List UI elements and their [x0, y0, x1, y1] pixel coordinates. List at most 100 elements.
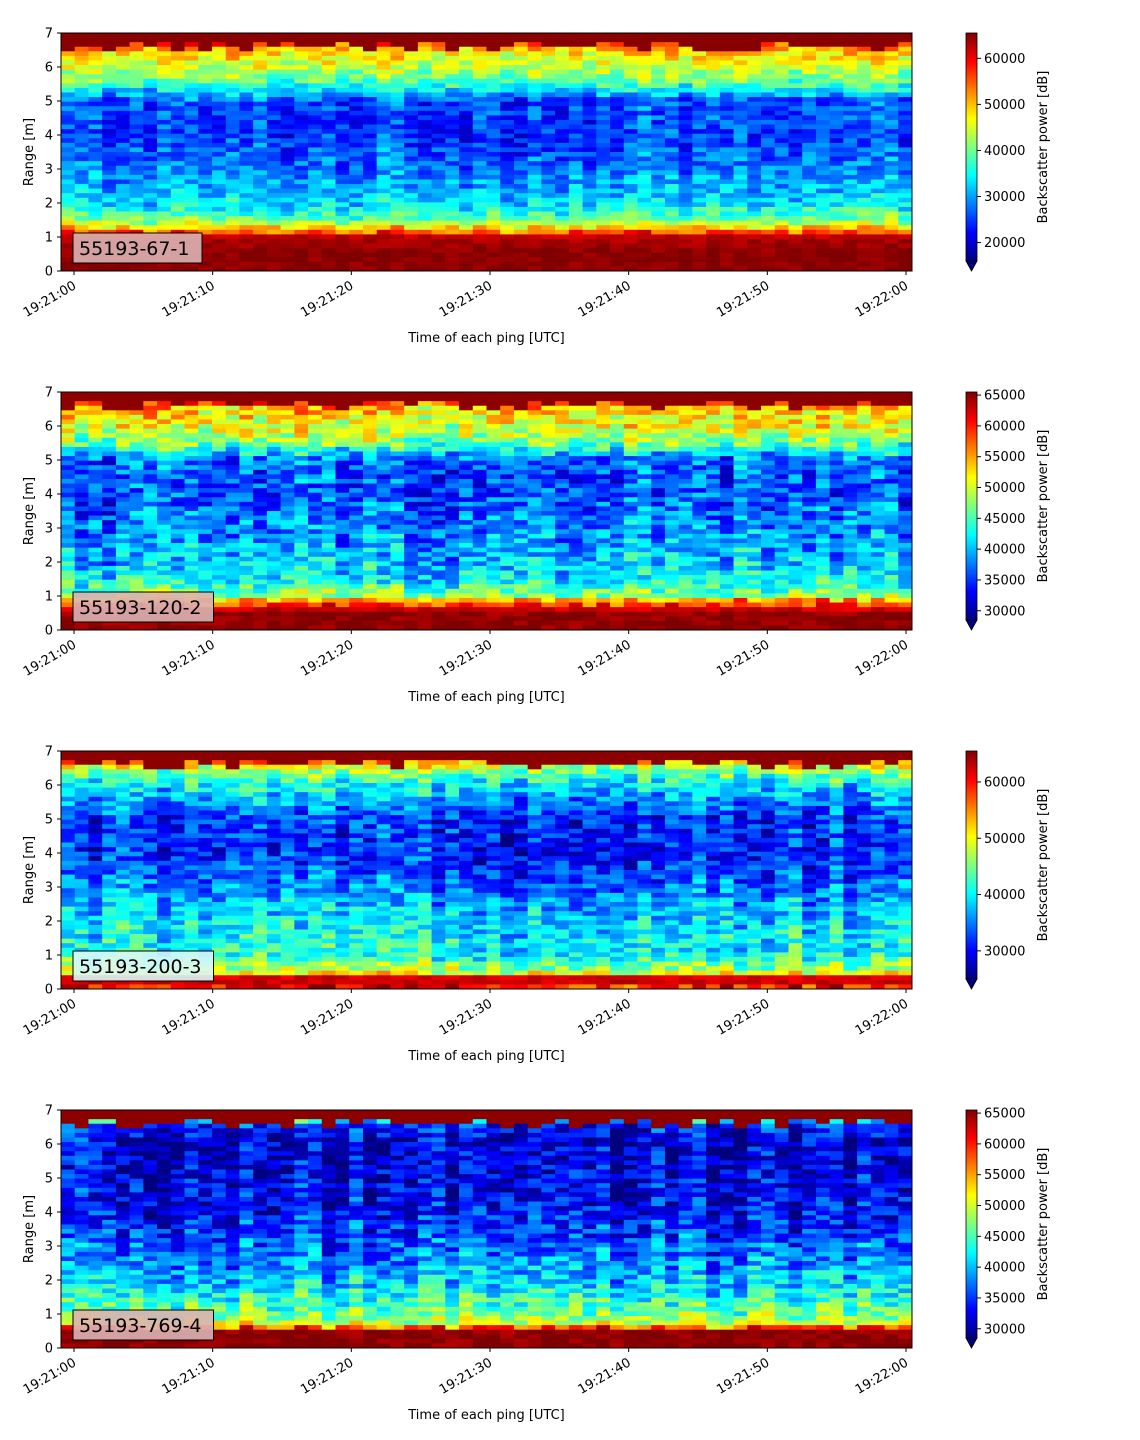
- y-tick-label: 6: [45, 61, 53, 76]
- colorbar-tick-label: 60000: [984, 775, 1025, 790]
- y-tick-label: 5: [45, 95, 53, 110]
- colorbar: 3000035000400004500050000550006000065000…: [966, 1107, 1051, 1348]
- colorbar-tick-label: 30000: [984, 944, 1025, 959]
- y-tick-label: 0: [45, 624, 53, 639]
- colorbar-tick-label: 40000: [984, 1261, 1025, 1276]
- instrument-label-text: 55193-769-4: [79, 1315, 202, 1337]
- colorbar-tick-label: 50000: [984, 832, 1025, 847]
- x-tick-label: 19:21:50: [714, 637, 772, 679]
- instrument-label: 55193-200-3: [73, 951, 214, 981]
- x-tick-label: 19:21:40: [576, 1355, 634, 1397]
- colorbar-extend-arrow: [966, 1338, 977, 1348]
- y-tick-label: 4: [45, 847, 53, 862]
- y-tick-label: 7: [45, 27, 53, 42]
- x-tick-label: 19:21:40: [576, 996, 634, 1038]
- colorbar-tick-label: 45000: [984, 1230, 1025, 1245]
- x-tick-label: 19:21:10: [160, 278, 218, 320]
- x-axis-label: Time of each ping [UTC]: [407, 690, 565, 705]
- y-tick-label: 5: [45, 454, 53, 469]
- colorbar-tick-label: 60000: [984, 419, 1025, 434]
- instrument-label: 55193-67-1: [73, 233, 202, 263]
- y-tick-label: 7: [45, 745, 53, 760]
- instrument-label: 55193-120-2: [73, 592, 214, 622]
- x-tick-label: 19:22:00: [853, 278, 911, 320]
- y-tick-label: 0: [45, 1342, 53, 1357]
- colorbar-gradient: [966, 751, 977, 979]
- colorbar-gradient: [966, 33, 977, 261]
- y-tick-label: 0: [45, 983, 53, 998]
- x-tick-label: 19:21:30: [437, 996, 495, 1038]
- instrument-label-text: 55193-200-3: [79, 956, 202, 978]
- colorbar-tick-label: 30000: [984, 190, 1025, 205]
- y-axis: 0 1 2 3 4 5 6 7: [45, 745, 61, 998]
- colorbar-tick-label: 60000: [984, 52, 1025, 67]
- x-tick-label: 19:21:20: [298, 637, 356, 679]
- x-tick-label: 19:21:30: [437, 1355, 495, 1397]
- colorbar-tick-label: 55000: [984, 1168, 1025, 1183]
- x-axis: 19:21:00 19:21:10 19:21:20 19:21:30 19:21:40…: [21, 271, 911, 321]
- y-tick-label: 2: [45, 1274, 53, 1289]
- y-tick-label: 3: [45, 522, 53, 537]
- colorbar-tick-label: 50000: [984, 98, 1025, 113]
- x-tick-label: 19:21:10: [160, 996, 218, 1038]
- x-tick-label: 19:21:30: [437, 637, 495, 679]
- x-tick-label: 19:22:00: [853, 996, 911, 1038]
- colorbar-tick-label: 60000: [984, 1137, 1025, 1152]
- y-tick-label: 2: [45, 556, 53, 571]
- y-tick-label: 2: [45, 915, 53, 930]
- colorbar: 3000035000400004500050000550006000065000…: [966, 389, 1051, 630]
- y-tick-label: 1: [45, 949, 53, 964]
- x-tick-label: 19:22:00: [853, 1355, 911, 1397]
- x-tick-label: 19:21:10: [160, 637, 218, 679]
- colorbar-label: Backscatter power [dB]: [1036, 1148, 1051, 1301]
- colorbar-extend-arrow: [966, 979, 977, 989]
- colorbar-tick-label: 20000: [984, 236, 1025, 251]
- colorbar-tick-label: 40000: [984, 888, 1025, 903]
- y-tick-label: 6: [45, 420, 53, 435]
- x-tick-label: 19:21:00: [21, 1355, 79, 1397]
- y-tick-label: 2: [45, 197, 53, 212]
- x-tick-label: 19:21:40: [576, 278, 634, 320]
- y-tick-label: 0: [45, 265, 53, 280]
- instrument-label-text: 55193-120-2: [79, 597, 202, 619]
- y-tick-label: 4: [45, 1206, 53, 1221]
- colorbar-tick-label: 55000: [984, 450, 1025, 465]
- x-tick-label: 19:21:00: [21, 278, 79, 320]
- y-tick-label: 1: [45, 590, 53, 605]
- x-tick-label: 19:21:20: [298, 278, 356, 320]
- instrument-label: 55193-769-4: [73, 1310, 214, 1340]
- colorbar-tick-label: 35000: [984, 1291, 1025, 1306]
- x-axis-label: Time of each ping [UTC]: [407, 1049, 565, 1064]
- x-tick-label: 19:21:40: [576, 637, 634, 679]
- y-tick-label: 1: [45, 1308, 53, 1323]
- y-tick-label: 4: [45, 129, 53, 144]
- colorbar-tick-label: 65000: [984, 1107, 1025, 1122]
- colorbar-tick-label: 50000: [984, 1199, 1025, 1214]
- y-tick-label: 6: [45, 779, 53, 794]
- colorbar-tick-label: 45000: [984, 512, 1025, 527]
- y-tick-label: 3: [45, 163, 53, 178]
- colorbar-gradient: [966, 392, 977, 620]
- x-tick-label: 19:21:20: [298, 996, 356, 1038]
- colorbar-tick-label: 50000: [984, 481, 1025, 496]
- x-tick-label: 19:21:10: [160, 1355, 218, 1397]
- colorbar-tick-label: 65000: [984, 389, 1025, 404]
- x-tick-label: 19:21:50: [714, 1355, 772, 1397]
- x-tick-label: 19:21:30: [437, 278, 495, 320]
- y-tick-label: 5: [45, 813, 53, 828]
- y-axis-label: Range [m]: [22, 1195, 37, 1263]
- y-tick-label: 3: [45, 881, 53, 896]
- y-tick-label: 4: [45, 488, 53, 503]
